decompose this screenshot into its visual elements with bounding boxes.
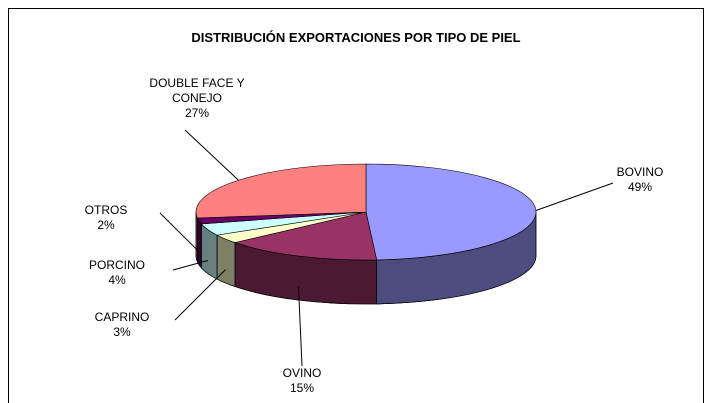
category-label: OVINO (282, 366, 322, 380)
category-label: CAPRINO (94, 310, 150, 324)
slice-side-shade (195, 211, 198, 263)
data-label: CAPRINO 3% (62, 310, 182, 340)
slice (195, 163, 367, 219)
leader-line (159, 212, 200, 253)
data-label: DOUBLE FACE Y CONEJO 27% (147, 76, 247, 121)
slice-side-shade (197, 217, 202, 269)
leader-line (184, 129, 239, 181)
leader-line (172, 259, 209, 271)
leader-line (535, 182, 614, 211)
slice (365, 163, 537, 261)
value-label: 49% (627, 180, 653, 194)
data-label: BOVINO 49% (580, 165, 700, 195)
slice-side-shade (216, 234, 236, 288)
chart-title: DISTRIBUCIÓN EXPORTACIONES POR TIPO DE P… (191, 30, 521, 45)
leader-line (297, 286, 303, 367)
category-label: DOUBLE FACE Y CONEJO (149, 76, 245, 105)
tops (195, 163, 537, 261)
value-label: 2% (97, 218, 115, 232)
data-label: PORCINO 4% (57, 258, 177, 288)
data-label: OTROS 2% (46, 203, 166, 233)
value-label: 15% (289, 381, 315, 395)
leaders (159, 129, 614, 367)
slice (233, 211, 378, 261)
value-label: 3% (113, 325, 131, 339)
category-label: PORCINO (88, 258, 145, 272)
category-label: OTROS (84, 203, 128, 217)
leader-line (174, 269, 226, 321)
value-label: 4% (108, 273, 126, 287)
value-label: 27% (184, 106, 210, 120)
data-label: OVINO 15% (242, 366, 362, 396)
category-label: BOVINO (616, 165, 664, 179)
